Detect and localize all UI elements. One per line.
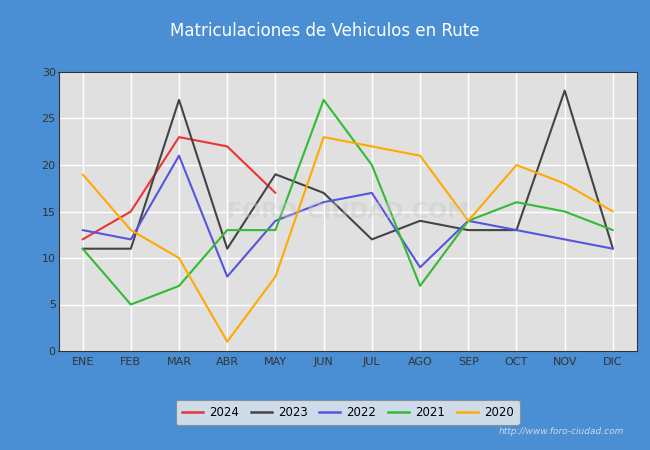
Text: FORO-CIUDAD.COM: FORO-CIUDAD.COM [227,202,469,221]
Text: Matriculaciones de Vehiculos en Rute: Matriculaciones de Vehiculos en Rute [170,22,480,40]
Text: http://www.foro-ciudad.com: http://www.foro-ciudad.com [499,428,624,436]
Legend: 2024, 2023, 2022, 2021, 2020: 2024, 2023, 2022, 2021, 2020 [176,400,520,425]
